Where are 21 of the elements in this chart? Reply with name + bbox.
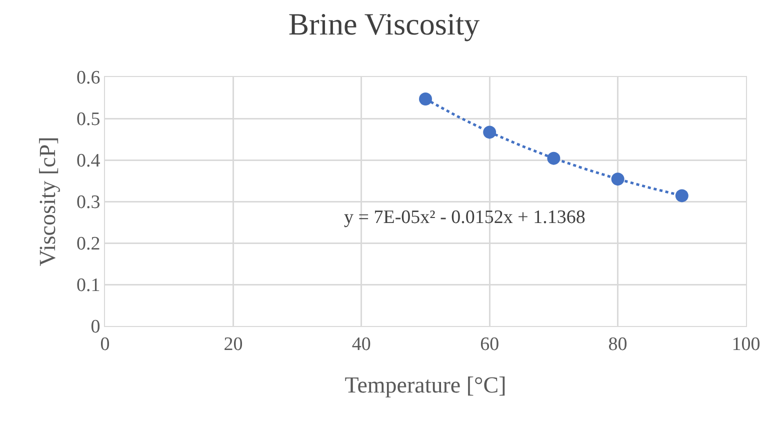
x-tick-label: 80 (608, 334, 628, 355)
point (547, 152, 560, 165)
x-tick-label: 100 (732, 334, 760, 355)
chart-title: Brine Viscosity (288, 6, 480, 42)
x-tick-label: 20 (224, 334, 243, 355)
x-tick-label: 40 (352, 334, 371, 355)
y-axis-title: Viscosity [cP] (34, 136, 60, 266)
y-tick-label: 0.2 (76, 234, 100, 255)
y-tick-label: 0.5 (76, 109, 100, 130)
y-tick-label: 0.3 (76, 192, 100, 214)
y-tick-label: 0.4 (76, 150, 101, 172)
x-axis-title: Temperature [°C] (344, 372, 506, 398)
point (483, 126, 496, 139)
y-tick-label: 0 (90, 316, 100, 338)
annotation: y = 7E-05x² - 0.0152x + 1.1368 (344, 207, 586, 228)
point (611, 172, 624, 186)
y-tick-label: 0.1 (76, 275, 100, 296)
point (419, 92, 432, 106)
y-tick-label: 0.6 (76, 68, 100, 89)
x-tick-label: 60 (480, 334, 500, 355)
point (675, 189, 688, 202)
